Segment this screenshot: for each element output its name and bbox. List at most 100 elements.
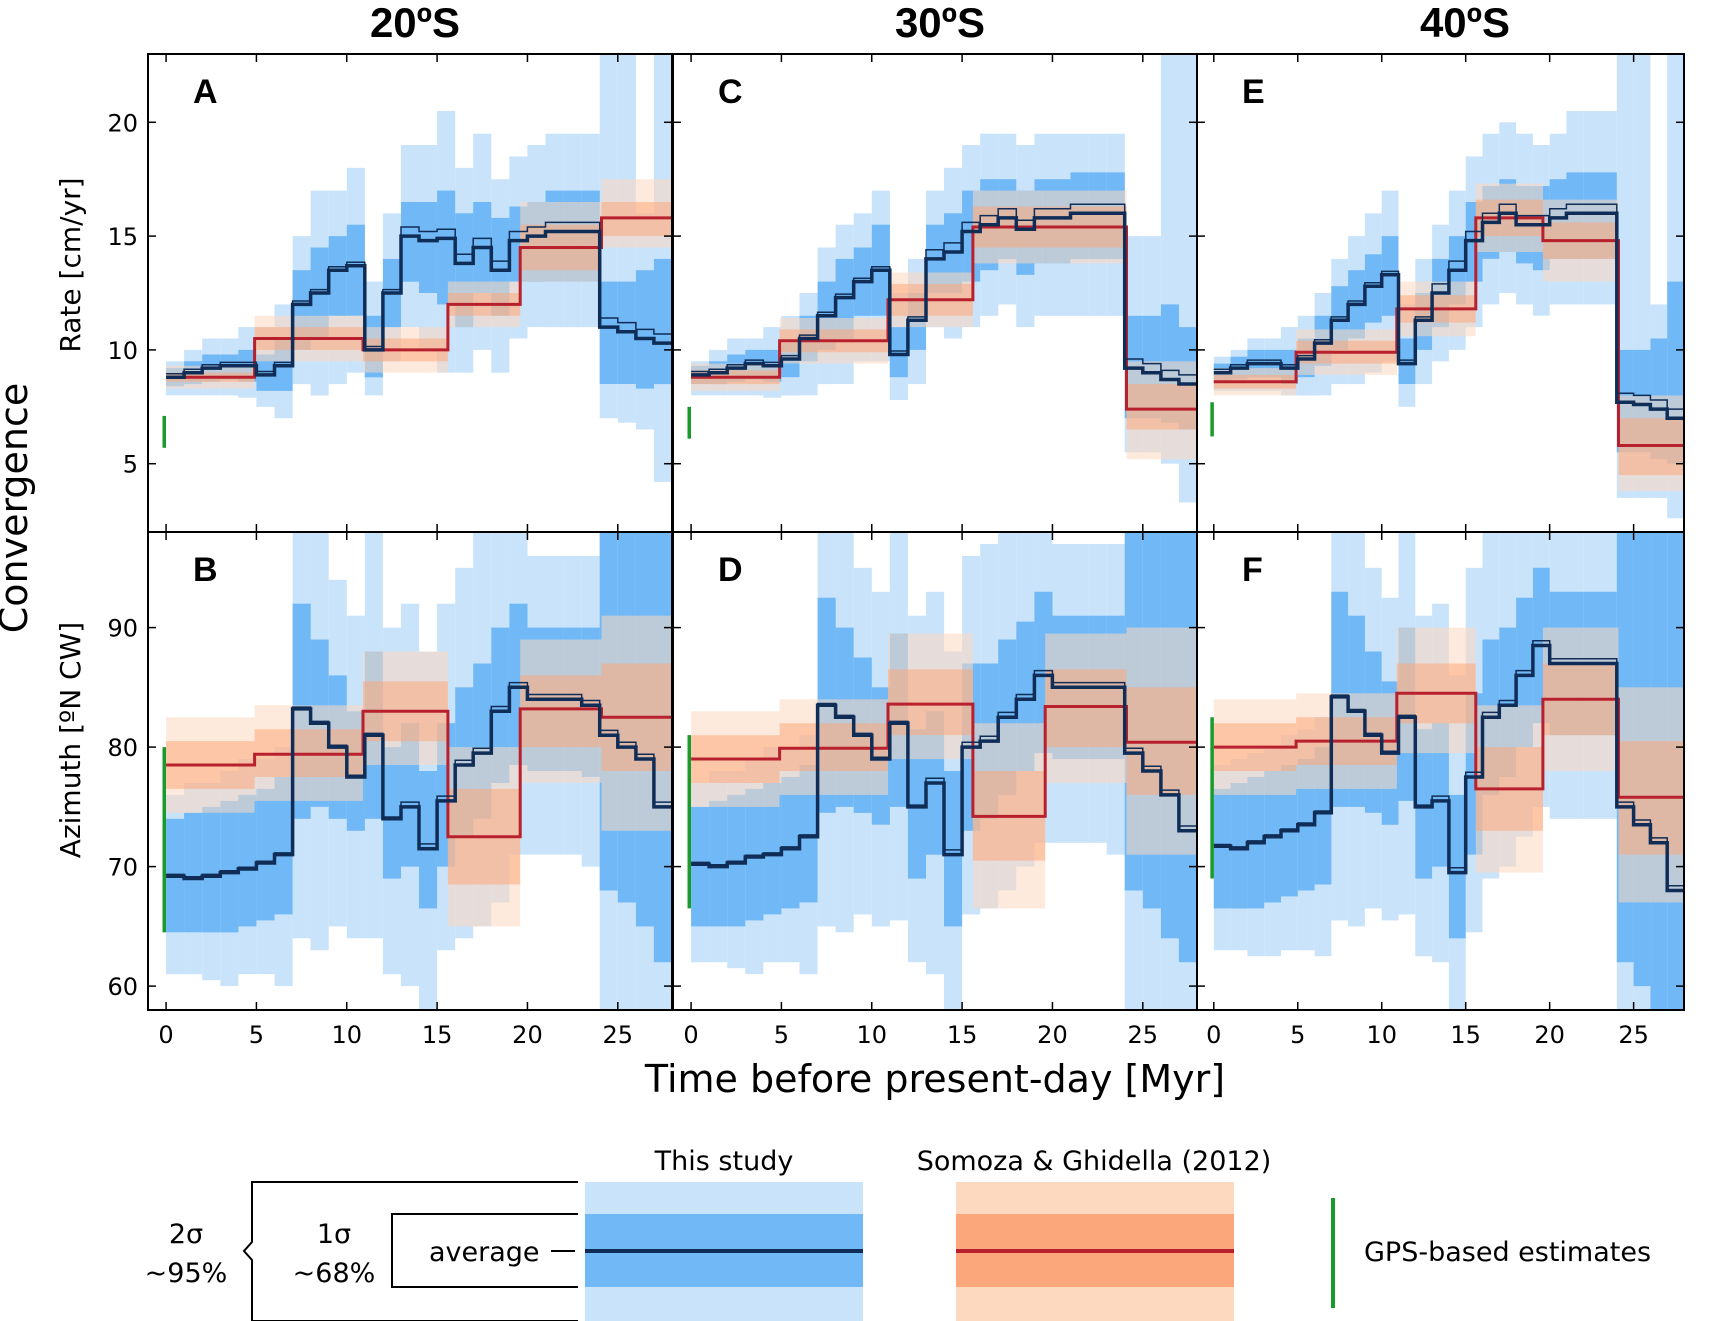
study-1sigma-band — [1448, 794, 1466, 939]
panel-A: A 5 10 15 20 — [107, 53, 673, 533]
study-mean-line — [166, 685, 672, 881]
study-mean-thin-line — [691, 203, 1197, 376]
x-tick-label: 20 — [1534, 1021, 1565, 1049]
legend-1sigma-bracket — [391, 1213, 578, 1288]
study-1sigma-band — [419, 202, 438, 293]
x-tick-label: 10 — [331, 1021, 362, 1049]
x-tick-label: 10 — [856, 1021, 887, 1049]
study-1sigma-band — [781, 777, 800, 909]
x-tick-label: 10 — [1366, 1021, 1397, 1049]
x-tick-label: 0 — [158, 1021, 173, 1049]
legend-average-label: average — [429, 1237, 540, 1268]
x-tick-label: 15 — [1450, 1021, 1481, 1049]
study-1sigma-band — [599, 281, 618, 384]
plot-area-C — [687, 54, 1197, 503]
study-1sigma-band — [944, 771, 963, 927]
x-tick-label: 15 — [947, 1021, 978, 1049]
column-title-30S: 30ºS — [895, 0, 985, 46]
column-title-20S: 20ºS — [370, 0, 460, 46]
y-tick-label: 10 — [107, 337, 138, 365]
convergence-label: Convergence — [0, 383, 36, 634]
x-tick-label: 20 — [512, 1021, 543, 1049]
study-1sigma-band — [437, 190, 456, 305]
study-1sigma-band — [419, 771, 438, 909]
y-tick-label: 15 — [107, 223, 138, 251]
plot-area-A — [162, 54, 672, 482]
legend-2sigma-bracket — [242, 1181, 578, 1321]
study-1sigma-band — [799, 765, 818, 903]
x-tick-label: 25 — [1618, 1021, 1649, 1049]
study-mean-line — [691, 211, 1197, 386]
study-mean-thin-line — [1213, 639, 1684, 887]
study-1sigma-band — [256, 354, 275, 391]
x-tick-label: 20 — [1037, 1021, 1068, 1049]
somoza-1sigma-band — [520, 675, 602, 748]
study-1sigma-band — [1398, 338, 1416, 384]
panel-letter-E: E — [1242, 73, 1265, 111]
study-1sigma-band — [256, 788, 275, 921]
legend-this-study-label: This study — [654, 1146, 794, 1177]
y-tick-label: 5 — [123, 451, 138, 479]
study-1sigma-band — [382, 747, 401, 879]
somoza-1sigma-band — [1126, 384, 1197, 430]
legend-2sigma-pct: ~95% — [145, 1258, 228, 1289]
study-1sigma-band — [274, 777, 293, 915]
panel-letter-B: B — [193, 551, 218, 589]
study-1sigma-band — [491, 627, 510, 783]
panel-letter-F: F — [1242, 551, 1263, 589]
plot-area-D — [687, 532, 1197, 1010]
study-1sigma-band — [907, 729, 926, 879]
study-1sigma-band — [202, 806, 221, 933]
panel-frame-F — [1196, 531, 1685, 1011]
legend-1sigma-pct: ~68% — [293, 1258, 376, 1289]
y-tick-label: 70 — [107, 854, 138, 882]
panel-D: D 0 5 10 15 20 25 — [672, 531, 1198, 1049]
somoza-mean-line — [691, 225, 1197, 411]
study-1sigma-band — [691, 806, 710, 927]
study-1sigma-band — [401, 202, 420, 282]
study-1sigma-band — [709, 800, 728, 927]
legend: This study Somoza & Ghidella (2012) GPS-… — [145, 1146, 1651, 1321]
panel-letter-A: A — [193, 73, 218, 111]
study-1sigma-band — [653, 258, 672, 385]
plot-area-B — [162, 532, 672, 1010]
legend-2sigma-label: 2σ — [169, 1219, 203, 1250]
panels-group: A 5 10 15 20 B 0 5 10 15 20 25 60 70 80 90 C D 0 5 10 15 20 25 E… — [107, 53, 1685, 1049]
plot-area-E — [1210, 54, 1684, 519]
study-mean-line — [166, 229, 672, 379]
panel-B: B 0 5 10 15 20 25 60 70 80 90 — [107, 531, 673, 1049]
x-tick-label: 25 — [1128, 1021, 1159, 1049]
panel-C: C — [672, 53, 1198, 533]
legend-gps-label: GPS-based estimates — [1364, 1237, 1651, 1268]
panel-F: F 0 5 10 15 20 25 — [1196, 531, 1685, 1049]
study-1sigma-band — [1415, 729, 1433, 879]
column-title-40S: 40ºS — [1420, 0, 1510, 46]
legend-1sigma-label: 1σ — [317, 1219, 351, 1250]
somoza-1sigma-band — [888, 669, 973, 736]
study-1sigma-band — [238, 794, 257, 927]
x-tick-label: 5 — [774, 1021, 789, 1049]
x-tick-label: 0 — [683, 1021, 698, 1049]
rate-axis-label: Rate [cm/yr] — [54, 177, 87, 352]
study-mean-line — [691, 673, 1197, 869]
y-tick-label: 90 — [107, 615, 138, 643]
study-1sigma-band — [1230, 783, 1248, 909]
study-mean-line — [1213, 211, 1684, 420]
study-mean-line — [1213, 643, 1684, 893]
x-tick-label: 5 — [249, 1021, 264, 1049]
study-1sigma-band — [184, 812, 203, 933]
study-1sigma-band — [1213, 788, 1231, 909]
x-tick-label: 5 — [1290, 1021, 1305, 1049]
study-1sigma-band — [889, 327, 908, 378]
study-1sigma-band — [763, 783, 782, 915]
somoza-mean-line — [691, 702, 1197, 818]
azimuth-axis-label: Azimuth [ºN CW] — [54, 622, 87, 858]
study-1sigma-band — [1364, 254, 1382, 323]
somoza-mean-line — [166, 216, 672, 379]
y-tick-label: 20 — [107, 109, 138, 137]
study-1sigma-band — [1432, 723, 1449, 867]
study-1sigma-band — [346, 224, 365, 316]
somoza-mean-line — [166, 707, 672, 839]
y-tick-label: 80 — [107, 734, 138, 762]
